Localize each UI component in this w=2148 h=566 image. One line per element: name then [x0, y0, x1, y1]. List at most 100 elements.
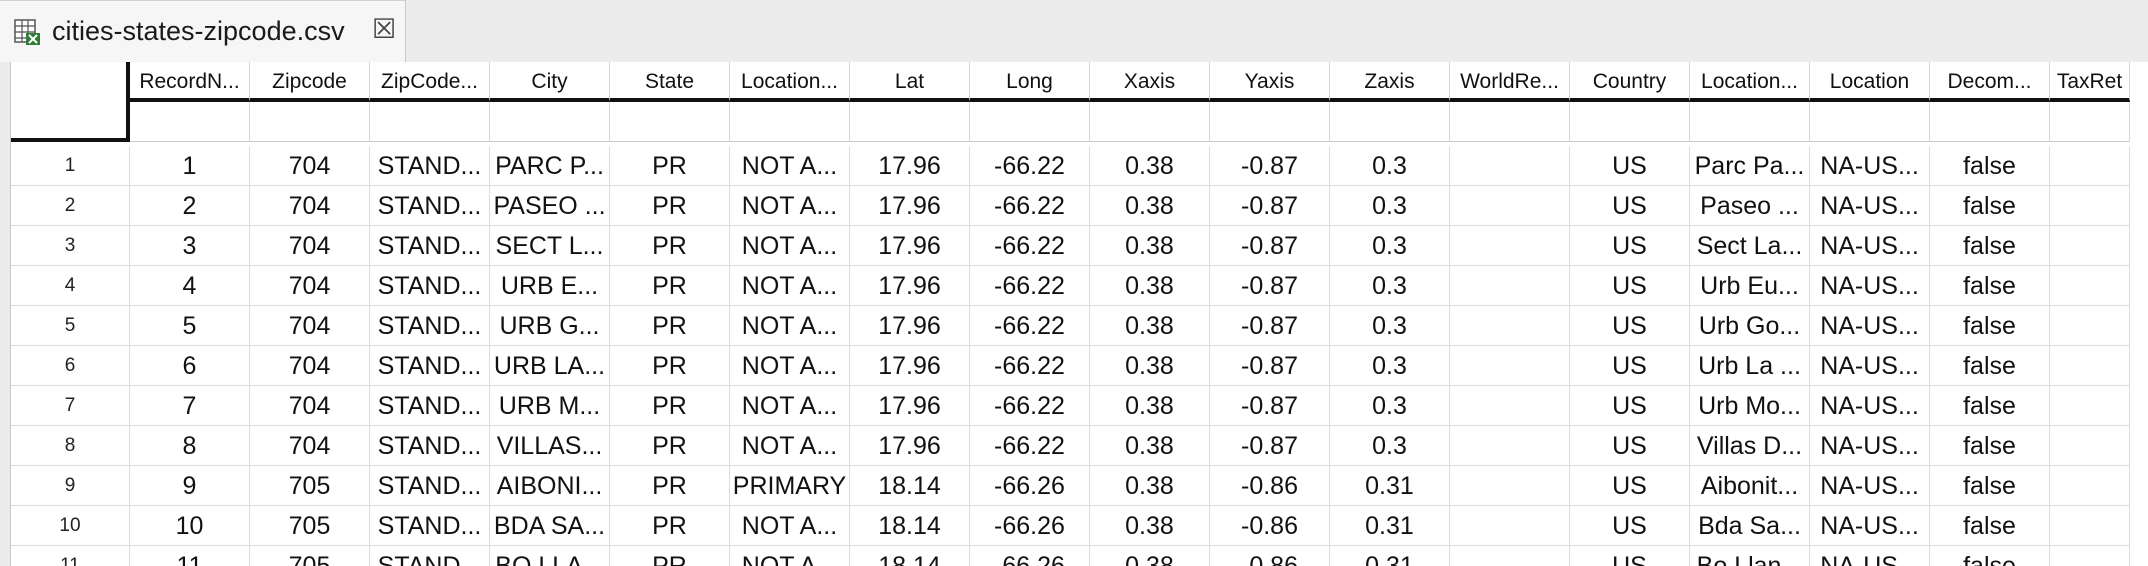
row-number[interactable]: 1 — [11, 146, 130, 186]
table-cell[interactable]: 0.3 — [1330, 146, 1450, 186]
table-cell[interactable]: US — [1570, 226, 1690, 266]
table-cell[interactable] — [1450, 146, 1570, 186]
table-cell[interactable]: US — [1570, 426, 1690, 466]
table-cell[interactable] — [1450, 466, 1570, 506]
table-cell[interactable]: STAND... — [370, 426, 490, 466]
row-number[interactable]: 9 — [11, 466, 130, 506]
table-cell[interactable]: 11 — [130, 546, 250, 566]
column-filter-cell[interactable] — [850, 102, 970, 142]
table-cell[interactable]: false — [1930, 386, 2050, 426]
row-number[interactable]: 6 — [11, 346, 130, 386]
row-number[interactable]: 10 — [11, 506, 130, 546]
table-cell[interactable]: US — [1570, 306, 1690, 346]
table-cell[interactable]: 2 — [130, 186, 250, 226]
table-cell[interactable]: BO LLA... — [490, 546, 610, 566]
table-cell[interactable]: US — [1570, 466, 1690, 506]
column-header[interactable]: Zipcode — [250, 62, 370, 102]
table-cell[interactable]: -66.22 — [970, 346, 1090, 386]
table-cell[interactable]: -66.26 — [970, 546, 1090, 566]
table-cell[interactable] — [1450, 226, 1570, 266]
table-cell[interactable]: 6 — [130, 346, 250, 386]
table-cell[interactable]: PASEO ... — [490, 186, 610, 226]
table-cell[interactable]: false — [1930, 466, 2050, 506]
table-cell[interactable]: 17.96 — [850, 386, 970, 426]
table-cell[interactable]: PARC P... — [490, 146, 610, 186]
table-cell[interactable]: PR — [610, 546, 730, 566]
table-cell[interactable]: 0.31 — [1330, 466, 1450, 506]
column-header[interactable]: Xaxis — [1090, 62, 1210, 102]
table-cell[interactable]: -0.87 — [1210, 146, 1330, 186]
table-cell[interactable]: 704 — [250, 186, 370, 226]
table-cell[interactable]: STAND... — [370, 346, 490, 386]
table-cell[interactable]: Bda Sa... — [1690, 506, 1810, 546]
table-cell[interactable]: SECT L... — [490, 226, 610, 266]
table-cell[interactable]: -66.22 — [970, 306, 1090, 346]
column-filter-cell[interactable] — [730, 102, 850, 142]
table-cell[interactable]: Sect La... — [1690, 226, 1810, 266]
column-header[interactable]: State — [610, 62, 730, 102]
table-cell[interactable]: NOT A... — [730, 506, 850, 546]
table-cell[interactable]: 10 — [130, 506, 250, 546]
table-cell[interactable]: 17.96 — [850, 146, 970, 186]
table-cell[interactable]: 0.38 — [1090, 226, 1210, 266]
table-cell[interactable]: 704 — [250, 386, 370, 426]
table-cell[interactable]: 0.3 — [1330, 346, 1450, 386]
table-cell[interactable] — [2050, 146, 2130, 186]
table-cell[interactable] — [1450, 546, 1570, 566]
table-cell[interactable]: 704 — [250, 226, 370, 266]
row-number[interactable]: 5 — [11, 306, 130, 346]
table-cell[interactable]: URB LA... — [490, 346, 610, 386]
table-cell[interactable]: NOT A... — [730, 186, 850, 226]
table-cell[interactable]: 0.38 — [1090, 546, 1210, 566]
table-cell[interactable]: 0.3 — [1330, 226, 1450, 266]
table-cell[interactable]: 17.96 — [850, 426, 970, 466]
table-cell[interactable]: false — [1930, 346, 2050, 386]
table-cell[interactable]: PR — [610, 386, 730, 426]
table-cell[interactable]: 705 — [250, 466, 370, 506]
table-cell[interactable]: 18.14 — [850, 466, 970, 506]
column-filter-cell[interactable] — [1090, 102, 1210, 142]
table-cell[interactable]: -66.22 — [970, 186, 1090, 226]
table-cell[interactable]: false — [1930, 266, 2050, 306]
table-cell[interactable]: 5 — [130, 306, 250, 346]
table-cell[interactable]: US — [1570, 346, 1690, 386]
table-cell[interactable]: -66.22 — [970, 426, 1090, 466]
column-filter-cell[interactable] — [1450, 102, 1570, 142]
column-filter-cell[interactable] — [1330, 102, 1450, 142]
column-filter-cell[interactable] — [490, 102, 610, 142]
table-cell[interactable]: 0.31 — [1330, 506, 1450, 546]
table-cell[interactable]: NOT A... — [730, 306, 850, 346]
table-cell[interactable]: PR — [610, 226, 730, 266]
table-cell[interactable] — [2050, 466, 2130, 506]
column-filter-cell[interactable] — [1570, 102, 1690, 142]
table-cell[interactable]: STAND... — [370, 306, 490, 346]
table-cell[interactable]: URB E... — [490, 266, 610, 306]
table-cell[interactable]: Urb La ... — [1690, 346, 1810, 386]
table-cell[interactable] — [2050, 186, 2130, 226]
column-header[interactable]: Yaxis — [1210, 62, 1330, 102]
table-cell[interactable]: Bo Llan... — [1690, 546, 1810, 566]
table-cell[interactable]: US — [1570, 546, 1690, 566]
table-cell[interactable]: 0.38 — [1090, 506, 1210, 546]
table-cell[interactable]: 17.96 — [850, 306, 970, 346]
table-cell[interactable]: STAND... — [370, 466, 490, 506]
table-cell[interactable]: Urb Go... — [1690, 306, 1810, 346]
table-cell[interactable]: 17.96 — [850, 226, 970, 266]
table-cell[interactable]: 704 — [250, 426, 370, 466]
table-cell[interactable]: 0.3 — [1330, 186, 1450, 226]
table-cell[interactable]: 0.38 — [1090, 306, 1210, 346]
column-filter-cell[interactable] — [2050, 102, 2130, 142]
table-cell[interactable]: false — [1930, 186, 2050, 226]
table-cell[interactable]: 0.38 — [1090, 146, 1210, 186]
table-cell[interactable]: 0.38 — [1090, 186, 1210, 226]
table-cell[interactable]: NA-US... — [1810, 386, 1930, 426]
table-cell[interactable] — [1450, 506, 1570, 546]
row-number[interactable]: 8 — [11, 426, 130, 466]
close-icon[interactable]: ☒ — [372, 14, 397, 44]
table-cell[interactable]: NOT A... — [730, 386, 850, 426]
table-cell[interactable]: false — [1930, 146, 2050, 186]
table-cell[interactable]: 7 — [130, 386, 250, 426]
table-cell[interactable]: -66.22 — [970, 386, 1090, 426]
table-cell[interactable]: 704 — [250, 146, 370, 186]
table-cell[interactable] — [2050, 506, 2130, 546]
